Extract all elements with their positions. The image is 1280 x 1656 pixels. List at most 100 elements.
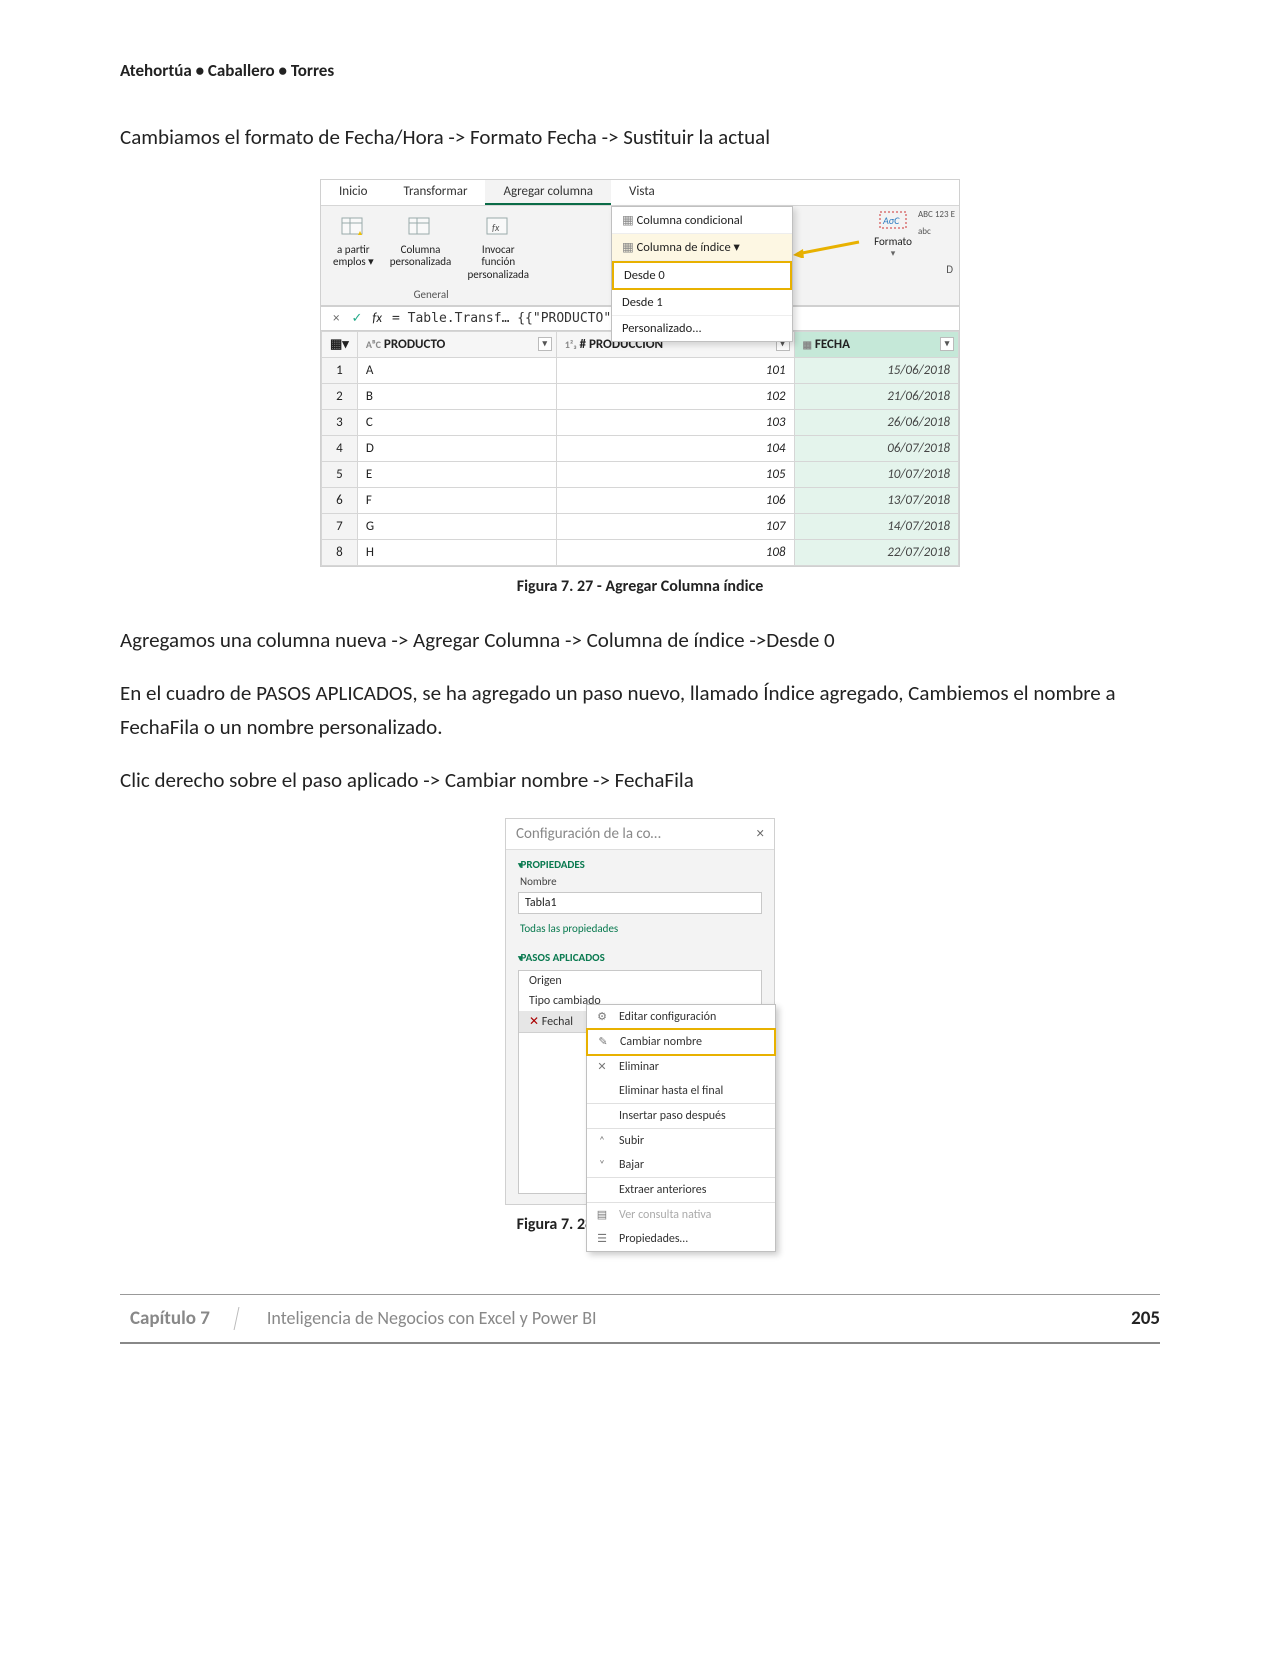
type-text-icon: AᴮC [366,338,381,351]
col-producto-header[interactable]: AᴮC PRODUCTO ▾ [357,331,556,357]
cell-produccion: 103 [556,409,794,435]
table-row[interactable]: 2B10221/06/2018 [322,383,959,409]
name-label: Nombre [506,873,774,890]
btn-columna-personalizada[interactable]: Columna personalizada [382,212,460,284]
cell-producto: H [357,539,556,565]
cm-ver-consulta: ▤ Ver consulta nativa [587,1203,775,1227]
table-row[interactable]: 5E10510/07/2018 [322,461,959,487]
row-index: 2 [322,383,358,409]
table-row[interactable]: 7G10714/07/2018 [322,513,959,539]
btn-abc123[interactable]: ABC 123 E abc [918,210,955,259]
cm-editar-label: Editar configuración [619,1010,716,1024]
cm-props-label: Propiedades… [619,1232,688,1246]
chevron-up-icon: ˄ [595,1134,609,1148]
cm-insertar-paso[interactable]: Insertar paso después [587,1104,775,1128]
abc-small-label: abc [918,227,955,236]
confirm-icon[interactable]: ✓ [351,311,362,326]
document-icon: ▤ [595,1208,609,1222]
paragraph-2: Agregamos una columna nueva -> Agregar C… [120,624,1160,658]
cell-fecha: 10/07/2018 [794,461,958,487]
all-properties-link[interactable]: Todas las propiedades [506,920,774,943]
abc123-label: ABC 123 E [918,210,955,219]
btn-a-partir-ejemplos[interactable]: a partir emplos ▾ [325,212,382,284]
cell-producto: G [357,513,556,539]
tab-inicio[interactable]: Inicio [321,180,385,205]
cell-produccion: 101 [556,357,794,383]
ribbon-group-general: General [414,288,449,303]
cell-producto: B [357,383,556,409]
col-producto-label: PRODUCTO [384,337,445,352]
col-filter-icon[interactable]: ▾ [940,337,954,351]
table-row[interactable]: 6F10613/07/2018 [322,487,959,513]
svg-text:AσC: AσC [882,214,900,227]
btn-invocar-label-2: personalizada [467,269,529,282]
table-row[interactable]: 3C10326/06/2018 [322,409,959,435]
btn-col-pers-label-2: personalizada [390,256,452,269]
figure-2-settings-panel: Configuración de la co… × PROPIEDADES No… [505,818,775,1205]
step-origen[interactable]: Origen [519,971,761,991]
rename-icon: ✎ [596,1035,610,1049]
section-propiedades[interactable]: PROPIEDADES [506,850,774,873]
name-input[interactable]: Tabla1 [518,892,762,914]
cm-subir[interactable]: ˄ Subir [587,1129,775,1153]
dd-columna-condicional[interactable]: ▦ Columna condicional [612,207,792,234]
svg-text:fx: fx [492,221,500,234]
cell-produccion: 102 [556,383,794,409]
dd-desde-1[interactable]: Desde 1 [612,290,792,316]
row-index: 3 [322,409,358,435]
ribbon-body: a partir emplos ▾ Columna personalizada … [321,206,959,306]
dd-desde-0[interactable]: Desde 0 [614,263,790,288]
cell-producto: C [357,409,556,435]
paragraph-1: Cambiamos el formato de Fecha/Hora -> Fo… [120,121,1160,155]
type-date-icon: ▦ [803,338,812,351]
btn-formato[interactable]: AσC Formato ▾ [874,210,912,259]
delete-icon: ✕ [595,1060,609,1074]
row-index: 5 [322,461,358,487]
table-star-icon [339,214,367,242]
step-fechal-label: Fechal [542,1015,573,1029]
footer-page-number: 205 [1131,1307,1160,1330]
ribbon-tabs: Inicio Transformar Agregar columna Vista [321,180,959,206]
table-row[interactable]: 8H10822/07/2018 [322,539,959,565]
btn-invocar-label-1: Invocar función [467,244,529,269]
cm-eliminar[interactable]: ✕ Eliminar [587,1055,775,1079]
dd-columna-indice[interactable]: ▦ Columna de índice ▾ [612,234,792,261]
row-selector-header[interactable]: ▦▾ [322,331,358,357]
cell-producto: A [357,357,556,383]
cm-extraer[interactable]: Extraer anteriores [587,1178,775,1202]
fx-icon[interactable]: fx [372,311,382,326]
col-filter-icon[interactable]: ▾ [538,337,552,351]
dd-personalizado[interactable]: Personalizado... [612,316,792,341]
close-icon[interactable]: × [757,825,764,843]
cell-produccion: 108 [556,539,794,565]
btn-invocar-funcion[interactable]: fx Invocar función personalizada [459,212,537,284]
cm-bajar[interactable]: ˅ Bajar [587,1153,775,1177]
tab-agregar-columna[interactable]: Agregar columna [485,180,611,205]
table-row[interactable]: 4D10406/07/2018 [322,435,959,461]
cm-cambiar-nombre[interactable]: ✎ Cambiar nombre [588,1030,774,1054]
cell-fecha: 22/07/2018 [794,539,958,565]
tab-transformar[interactable]: Transformar [385,180,485,205]
tab-vista[interactable]: Vista [611,180,673,205]
cm-ver-consulta-label: Ver consulta nativa [619,1208,711,1222]
col-fecha-header[interactable]: ▦ FECHA ▾ [794,331,958,357]
format-abc-icon: AσC [878,210,908,232]
table-row[interactable]: 1A10115/06/2018 [322,357,959,383]
row-index: 1 [322,357,358,383]
delete-step-icon[interactable]: ✕ [529,1015,539,1029]
cell-fecha: 14/07/2018 [794,513,958,539]
table-fx-icon: fx [484,214,512,242]
paragraph-3: En el cuadro de PASOS APLICADOS, se ha a… [120,677,1160,744]
cm-editar-config[interactable]: ⚙ Editar configuración [587,1005,775,1029]
section-pasos-aplicados[interactable]: PASOS APLICADOS [506,943,774,966]
page-header-authors: Atehortúa • Caballero • Torres [120,60,1160,81]
page-footer: Capítulo 7 Inteligencia de Negocios con … [120,1295,1160,1344]
panel-title: Configuración de la co… [516,825,661,843]
cell-produccion: 104 [556,435,794,461]
cell-fecha: 13/07/2018 [794,487,958,513]
cm-eliminar-hasta-final[interactable]: Eliminar hasta el final [587,1079,775,1103]
cancel-icon[interactable]: × [333,311,339,326]
footer-title: Inteligencia de Negocios con Excel y Pow… [237,1307,1131,1329]
cm-propiedades[interactable]: ☰ Propiedades… [587,1227,775,1251]
cell-producto: E [357,461,556,487]
